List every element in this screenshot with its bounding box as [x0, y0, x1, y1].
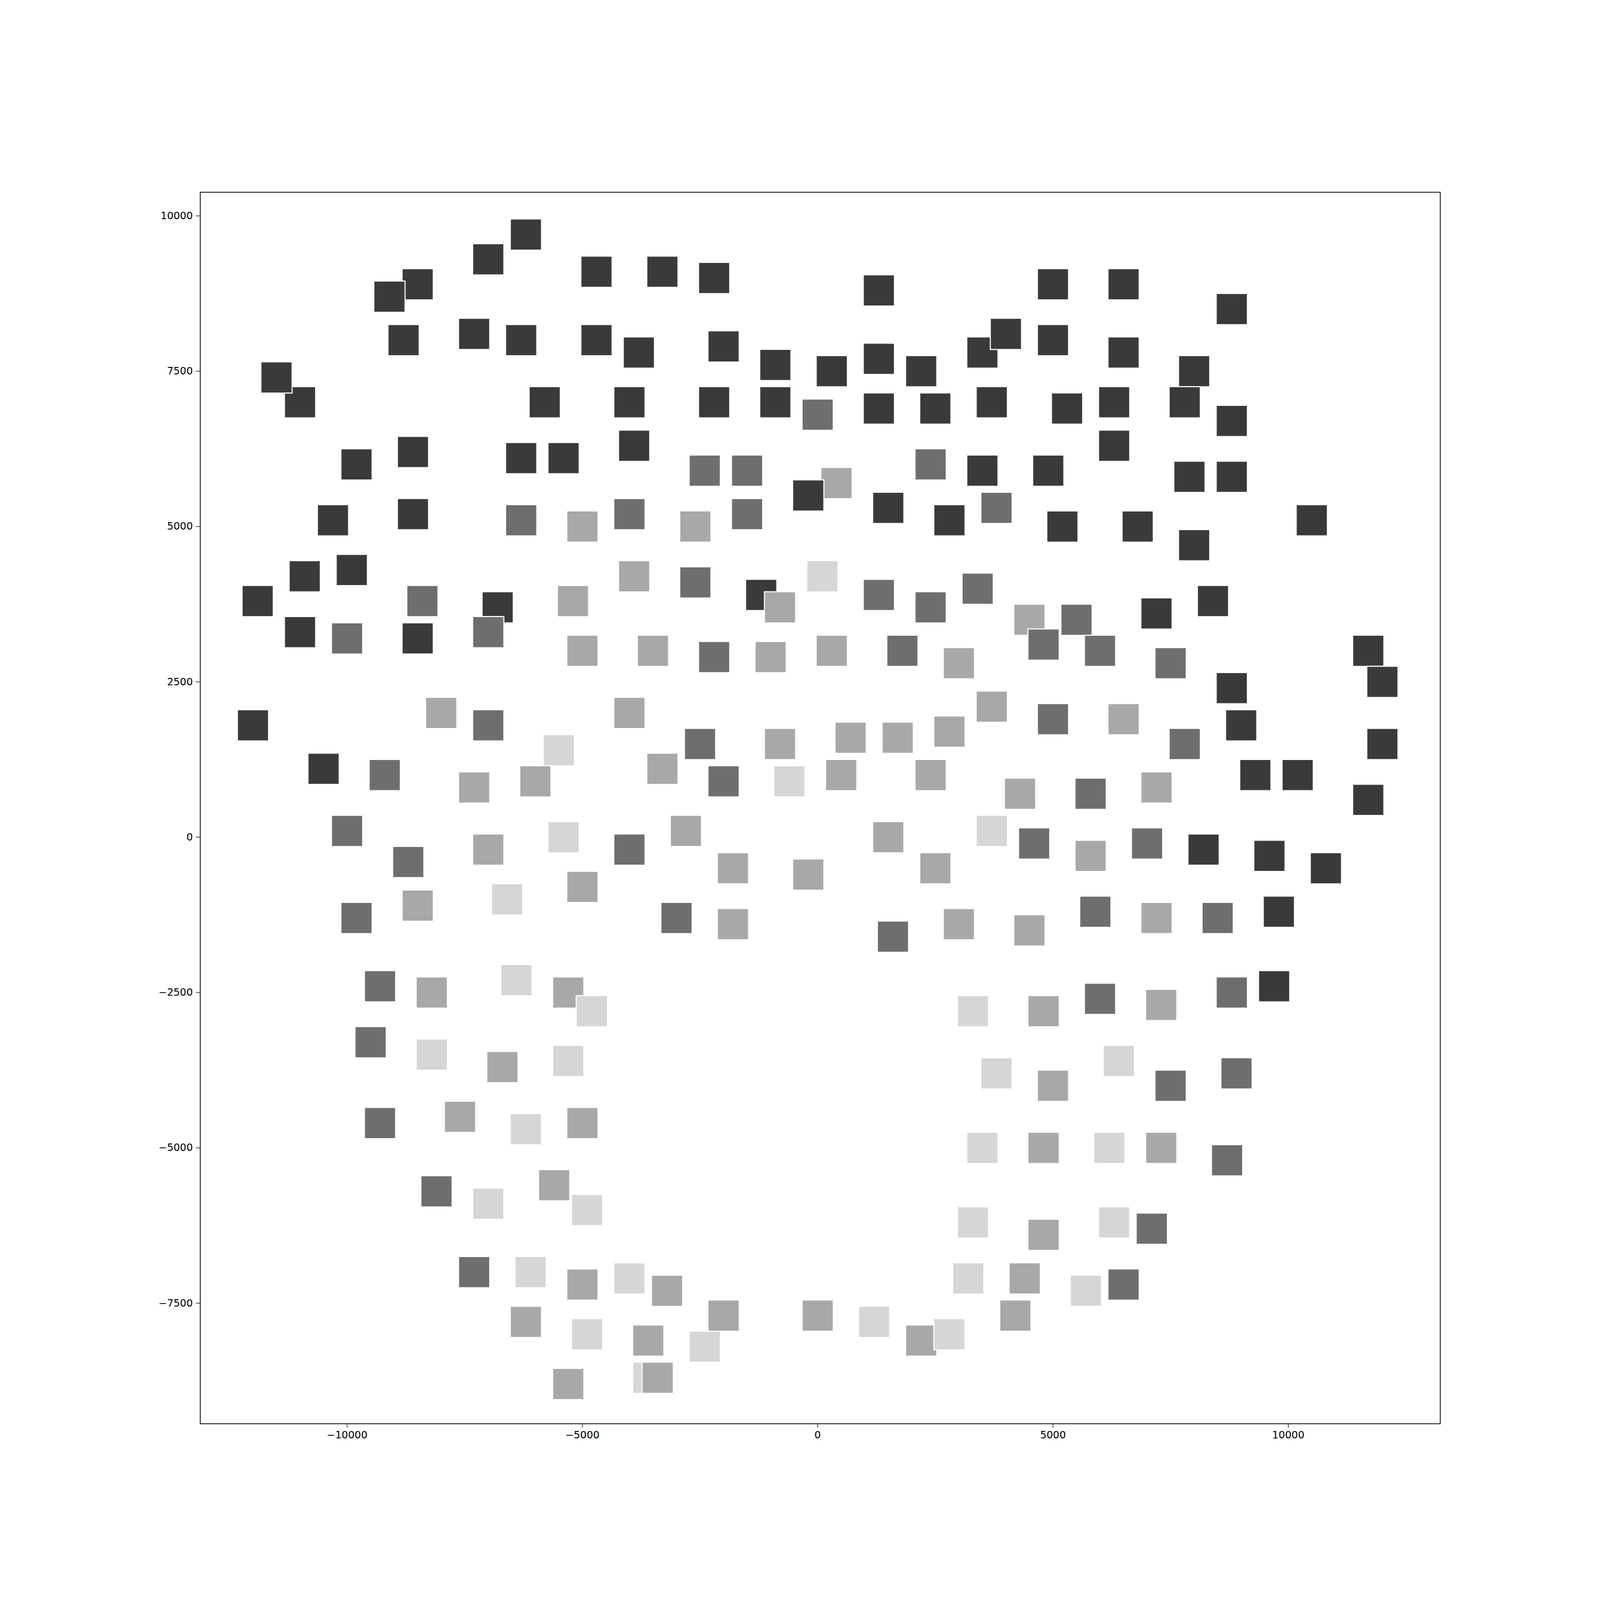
svg-text:−10000: −10000 — [326, 1428, 368, 1441]
svg-text:−5000: −5000 — [565, 1428, 600, 1441]
svg-text:5000: 5000 — [1040, 1428, 1066, 1441]
svg-text:−7500: −7500 — [158, 1297, 193, 1309]
svg-text:0: 0 — [814, 1428, 821, 1441]
svg-text:7500: 7500 — [166, 364, 193, 377]
svg-text:2500: 2500 — [166, 675, 193, 688]
svg-text:5000: 5000 — [166, 520, 193, 532]
svg-text:0: 0 — [186, 830, 193, 843]
svg-text:10000: 10000 — [160, 209, 193, 222]
svg-text:−2500: −2500 — [158, 986, 193, 998]
svg-text:10000: 10000 — [1272, 1428, 1304, 1441]
svg-text:−5000: −5000 — [158, 1141, 193, 1154]
